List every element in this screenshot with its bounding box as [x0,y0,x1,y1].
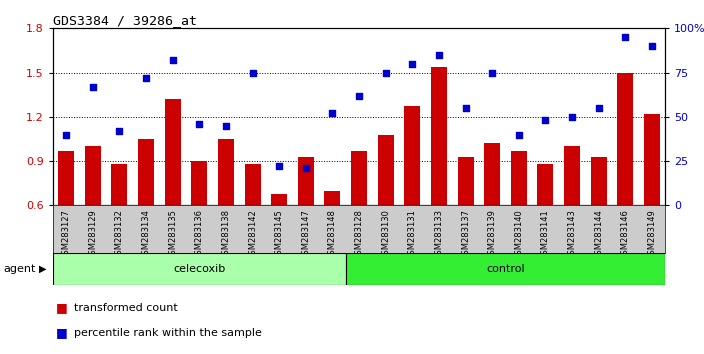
Bar [244,164,260,294]
Bar [271,194,287,294]
Point [300,165,311,171]
Text: percentile rank within the sample: percentile rank within the sample [74,328,262,338]
Text: GSM283132: GSM283132 [115,209,124,260]
Point [194,121,205,127]
Point [247,70,258,75]
Text: ■: ■ [56,326,68,339]
Point [567,114,578,120]
Bar [537,164,553,294]
Point [140,75,151,81]
Text: GSM283142: GSM283142 [248,209,257,260]
Bar [377,135,394,294]
Bar [351,151,367,294]
Text: GSM283130: GSM283130 [381,209,390,260]
Point [540,118,551,123]
Point [620,34,631,40]
Text: GSM283137: GSM283137 [461,209,470,260]
Bar [431,67,447,294]
Point [353,93,365,98]
Text: GSM283147: GSM283147 [301,209,310,260]
Text: control: control [486,264,524,274]
Bar [458,156,474,294]
Bar [218,139,234,294]
Bar [111,164,127,294]
Point [327,110,338,116]
Text: GSM283136: GSM283136 [195,209,203,260]
Text: GSM283133: GSM283133 [434,209,444,260]
Text: agent: agent [4,264,36,274]
Bar [53,253,346,285]
Point [114,128,125,134]
Bar [617,73,634,294]
Text: GSM283144: GSM283144 [594,209,603,260]
Point [61,132,72,137]
Text: GSM283140: GSM283140 [515,209,523,260]
Bar [404,107,420,294]
Text: GSM283127: GSM283127 [62,209,70,260]
Point [593,105,604,111]
Text: GSM283148: GSM283148 [328,209,337,260]
Point [167,57,178,63]
Text: GSM283134: GSM283134 [142,209,151,260]
Bar [84,146,101,294]
Text: transformed count: transformed count [74,303,177,313]
Point [87,84,99,90]
Bar [484,143,500,294]
Point [274,164,285,169]
Text: GSM283138: GSM283138 [221,209,230,260]
Bar [191,161,207,294]
Text: GSM283141: GSM283141 [541,209,550,260]
Bar [58,151,74,294]
Point [486,70,498,75]
Text: GDS3384 / 39286_at: GDS3384 / 39286_at [53,14,197,27]
Text: ■: ■ [56,302,68,314]
Bar [511,151,527,294]
Bar [325,190,341,294]
Point [407,61,418,67]
Bar [298,156,314,294]
Text: GSM283128: GSM283128 [355,209,363,260]
Bar [138,139,154,294]
Point [220,123,232,129]
Bar [644,114,660,294]
Bar [564,146,580,294]
Text: GSM283149: GSM283149 [648,209,656,260]
Text: celecoxib: celecoxib [173,264,225,274]
Text: GSM283131: GSM283131 [408,209,417,260]
Bar [346,253,665,285]
Text: GSM283139: GSM283139 [488,209,497,260]
Point [460,105,471,111]
Text: GSM283129: GSM283129 [88,209,97,260]
Text: ▶: ▶ [39,264,46,274]
Bar [591,156,607,294]
Text: GSM283135: GSM283135 [168,209,177,260]
Point [513,132,524,137]
Point [380,70,391,75]
Bar [165,99,181,294]
Text: GSM283146: GSM283146 [621,209,630,260]
Point [646,43,658,49]
Text: GSM283143: GSM283143 [567,209,577,260]
Text: GSM283145: GSM283145 [275,209,284,260]
Point [433,52,444,58]
